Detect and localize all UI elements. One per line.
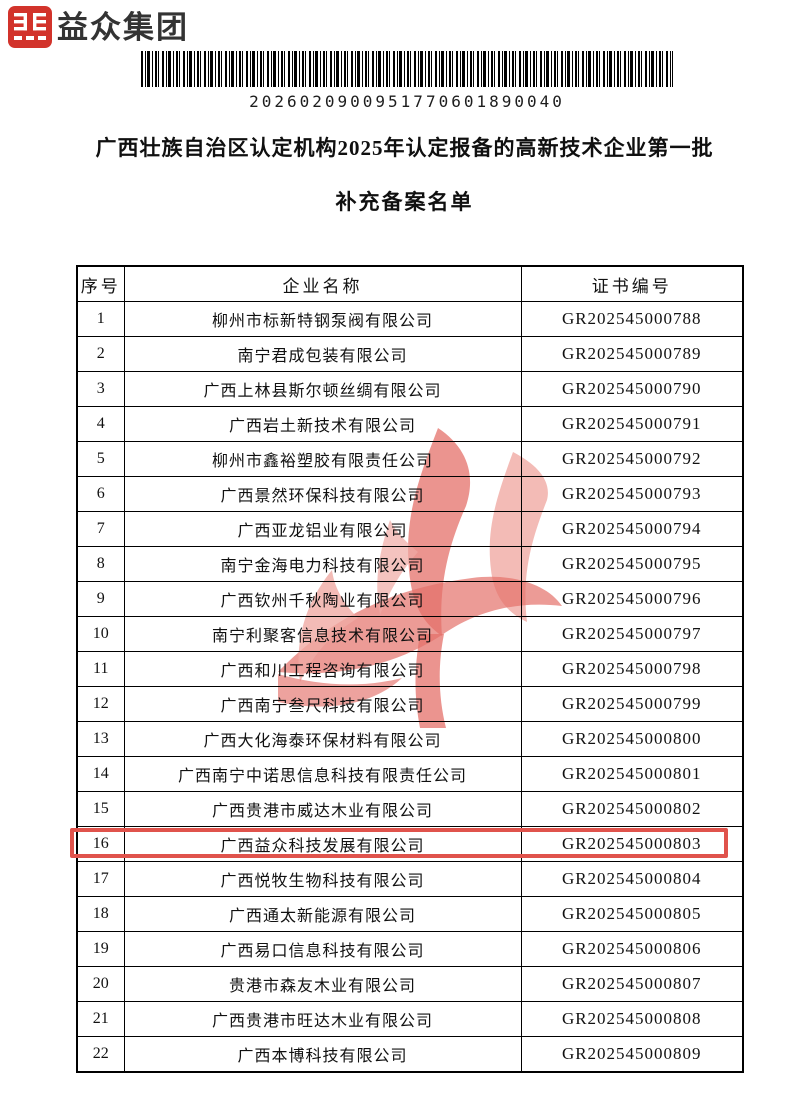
row-index: 20 [76, 966, 125, 1002]
row-index: 10 [76, 616, 125, 652]
company-name: 广西本博科技有限公司 [123, 1036, 522, 1073]
table-zone: 序号 企业名称 证书编号 1 柳州市标新特钢泵阀有限公司 GR20254500078… [70, 265, 744, 1073]
company-name: 柳州市鑫裕塑胶有限责任公司 [123, 441, 522, 477]
row-index: 17 [76, 861, 125, 897]
certificate-number: GR202545000808 [520, 1001, 744, 1037]
row-index: 12 [76, 686, 125, 722]
table-row: 4 广西岩土新技术有限公司 GR202545000791 [76, 406, 744, 442]
row-index: 8 [76, 546, 125, 582]
col-header-index: 序号 [76, 265, 125, 302]
company-name: 柳州市标新特钢泵阀有限公司 [123, 301, 522, 337]
certificate-number: GR202545000802 [520, 791, 744, 827]
company-name: 广西悦牧生物科技有限公司 [123, 861, 522, 897]
table-row: 19 广西易口信息科技有限公司 GR202545000806 [76, 931, 744, 967]
barcode-number: 2026020900951770601890040 [249, 92, 565, 111]
certificate-number: GR202545000800 [520, 721, 744, 757]
table-row: 15 广西贵港市威达木业有限公司 GR202545000802 [76, 791, 744, 827]
certificate-number: GR202545000799 [520, 686, 744, 722]
table-header-row: 序号 企业名称 证书编号 [76, 265, 744, 302]
table-row: 10 南宁利聚客信息技术有限公司 GR202545000797 [76, 616, 744, 652]
certificate-number: GR202545000793 [520, 476, 744, 512]
certificate-number: GR202545000798 [520, 651, 744, 687]
row-index: 11 [76, 651, 125, 687]
table-row: 21 广西贵港市旺达木业有限公司 GR202545000808 [76, 1001, 744, 1037]
table-row: 17 广西悦牧生物科技有限公司 GR202545000804 [76, 861, 744, 897]
row-index: 3 [76, 371, 125, 407]
document-title-line2: 补充备案名单 [335, 190, 474, 214]
table-row: 20 贵港市森友木业有限公司 GR202545000807 [76, 966, 744, 1002]
row-index: 4 [76, 406, 125, 442]
company-name: 广西贵港市威达木业有限公司 [123, 791, 522, 827]
certificate-number: GR202545000797 [520, 616, 744, 652]
row-index: 9 [76, 581, 125, 617]
row-index: 21 [76, 1001, 125, 1037]
yizhong-group-logo-icon [8, 6, 52, 48]
certificate-number: GR202545000809 [520, 1036, 744, 1073]
table-row: 9 广西钦州千秋陶业有限公司 GR202545000796 [76, 581, 744, 617]
barcode-image [141, 51, 673, 87]
certificate-number: GR202545000804 [520, 861, 744, 897]
certificate-number: GR202545000791 [520, 406, 744, 442]
table-row: 18 广西通太新能源有限公司 GR202545000805 [76, 896, 744, 932]
table-row: 13 广西大化海泰环保材料有限公司 GR202545000800 [76, 721, 744, 757]
certificate-number: GR202545000801 [520, 756, 744, 792]
row-index: 18 [76, 896, 125, 932]
table-row: 6 广西景然环保科技有限公司 GR202545000793 [76, 476, 744, 512]
company-name: 广西大化海泰环保材料有限公司 [123, 721, 522, 757]
certificate-number: GR202545000792 [520, 441, 744, 477]
company-name: 广西通太新能源有限公司 [123, 896, 522, 932]
company-name: 南宁利聚客信息技术有限公司 [123, 616, 522, 652]
company-name: 广西钦州千秋陶业有限公司 [123, 581, 522, 617]
table-row: 7 广西亚龙铝业有限公司 GR202545000794 [76, 511, 744, 547]
company-name: 广西南宁中诺思信息科技有限责任公司 [123, 756, 522, 792]
table-row: 8 南宁金海电力科技有限公司 GR202545000795 [76, 546, 744, 582]
certificate-number: GR202545000790 [520, 371, 744, 407]
company-name: 广西岩土新技术有限公司 [123, 406, 522, 442]
company-name: 广西亚龙铝业有限公司 [123, 511, 522, 547]
table-row: 11 广西和川工程咨询有限公司 GR202545000798 [76, 651, 744, 687]
certificate-number: GR202545000806 [520, 931, 744, 967]
table-row: 3 广西上林县斯尔顿丝绸有限公司 GR202545000790 [76, 371, 744, 407]
row-index: 1 [76, 301, 125, 337]
company-name: 南宁君成包装有限公司 [123, 336, 522, 372]
company-name: 广西贵港市旺达木业有限公司 [123, 1001, 522, 1037]
row-index: 13 [76, 721, 125, 757]
enterprise-table: 序号 企业名称 证书编号 1 柳州市标新特钢泵阀有限公司 GR20254500078… [76, 265, 744, 1073]
table-row: 1 柳州市标新特钢泵阀有限公司 GR202545000788 [76, 301, 744, 337]
row-index: 15 [76, 791, 125, 827]
table-row: 14 广西南宁中诺思信息科技有限责任公司 GR202545000801 [76, 756, 744, 792]
highlight-box-row-16 [70, 828, 728, 858]
row-index: 22 [76, 1036, 125, 1073]
row-index: 5 [76, 441, 125, 477]
company-name: 广西和川工程咨询有限公司 [123, 651, 522, 687]
table-row: 22 广西本博科技有限公司 GR202545000809 [76, 1036, 744, 1073]
company-name: 广西景然环保科技有限公司 [123, 476, 522, 512]
row-index: 7 [76, 511, 125, 547]
row-index: 14 [76, 756, 125, 792]
row-index: 2 [76, 336, 125, 372]
col-header-cert: 证书编号 [520, 265, 744, 302]
col-header-company: 企业名称 [123, 265, 522, 302]
company-name: 贵港市森友木业有限公司 [123, 966, 522, 1002]
brand-name: 益众集团 [57, 10, 189, 45]
certificate-number: GR202545000794 [520, 511, 744, 547]
row-index: 19 [76, 931, 125, 967]
certificate-number: GR202545000795 [520, 546, 744, 582]
certificate-number: GR202545000788 [520, 301, 744, 337]
company-name: 广西上林县斯尔顿丝绸有限公司 [123, 371, 522, 407]
company-name: 广西南宁叁尺科技有限公司 [123, 686, 522, 722]
row-index: 6 [76, 476, 125, 512]
certificate-number: GR202545000807 [520, 966, 744, 1002]
table-row: 2 南宁君成包装有限公司 GR202545000789 [76, 336, 744, 372]
document-title-line1: 广西壮族自治区认定机构2025年认定报备的高新技术企业第一批 [95, 136, 714, 160]
certificate-number: GR202545000805 [520, 896, 744, 932]
company-name: 广西易口信息科技有限公司 [123, 931, 522, 967]
table-row: 5 柳州市鑫裕塑胶有限责任公司 GR202545000792 [76, 441, 744, 477]
certificate-number: GR202545000796 [520, 581, 744, 617]
table-row: 12 广西南宁叁尺科技有限公司 GR202545000799 [76, 686, 744, 722]
certificate-number: GR202545000789 [520, 336, 744, 372]
company-name: 南宁金海电力科技有限公司 [123, 546, 522, 582]
